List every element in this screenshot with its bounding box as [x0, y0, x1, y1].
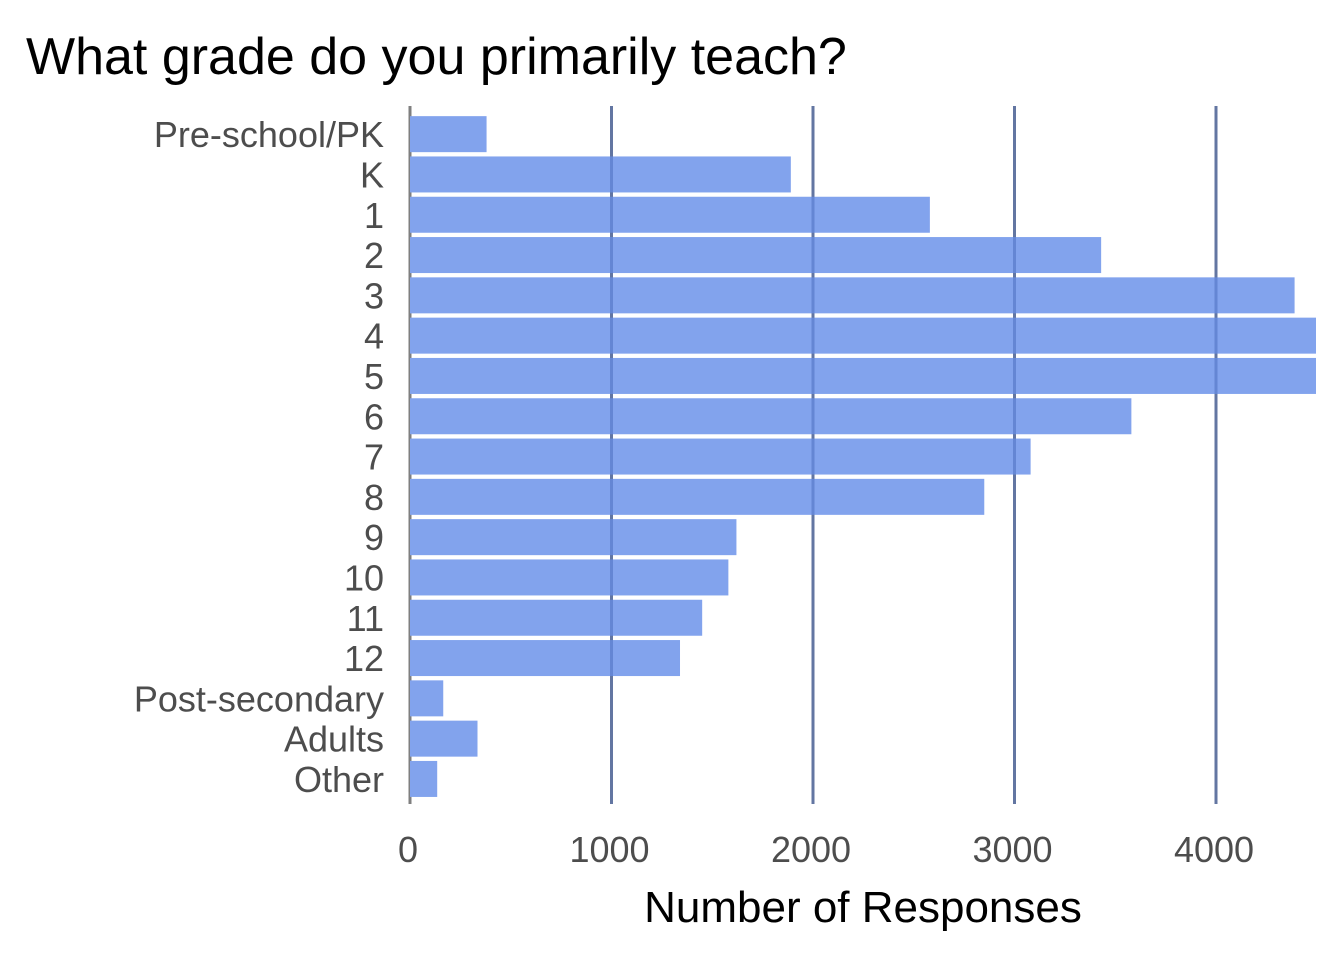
category-label-10: 9 [364, 517, 384, 558]
bar-15 [410, 720, 478, 757]
bar-0 [410, 116, 487, 153]
x-axis-title: Number of Responses [644, 883, 1082, 932]
category-label-13: 12 [344, 638, 384, 679]
chart-title: What grade do you primarily teach? [26, 28, 847, 86]
bar-3 [410, 237, 1102, 274]
category-label-4: 3 [364, 275, 384, 316]
bar-8 [410, 438, 1031, 475]
bar-13 [410, 640, 681, 677]
x-tick-label-2: 2000 [771, 829, 851, 870]
category-label-8: 7 [364, 437, 384, 478]
category-label-7: 6 [364, 396, 384, 437]
category-label-2: 1 [364, 195, 384, 236]
bar-4 [410, 277, 1295, 314]
category-label-1: K [360, 154, 384, 195]
bar-7 [410, 398, 1132, 435]
x-tick-label-1: 1000 [569, 829, 649, 870]
bar-14 [410, 680, 444, 717]
x-tick-label-3: 3000 [972, 829, 1052, 870]
category-label-0: Pre-school/PK [154, 114, 384, 155]
bar-12 [410, 599, 703, 636]
gridlines-overlay [610, 106, 1218, 804]
bar-9 [410, 478, 985, 515]
x-tick-label-4: 4000 [1174, 829, 1254, 870]
category-label-9: 8 [364, 477, 384, 518]
category-labels: Pre-school/PKK123456789101112Post-second… [134, 114, 384, 800]
category-label-5: 4 [364, 316, 384, 357]
bars [410, 116, 1316, 797]
bar-2 [410, 196, 930, 233]
bar-11 [410, 559, 729, 596]
x-tick-labels: 0 1000 2000 3000 4000 [398, 829, 1254, 870]
category-label-3: 2 [364, 235, 384, 276]
bar-5 [410, 317, 1316, 354]
bar-1 [410, 156, 791, 193]
category-label-6: 5 [364, 356, 384, 397]
category-label-12: 11 [347, 598, 384, 639]
x-tick-label-0: 0 [398, 829, 418, 870]
category-label-11: 10 [344, 557, 384, 598]
category-label-15: Adults [284, 719, 384, 760]
bar-6 [410, 357, 1316, 394]
category-label-16: Other [294, 759, 384, 800]
bar-10 [410, 519, 737, 556]
category-label-14: Post-secondary [134, 678, 384, 719]
bar-16 [410, 760, 438, 797]
